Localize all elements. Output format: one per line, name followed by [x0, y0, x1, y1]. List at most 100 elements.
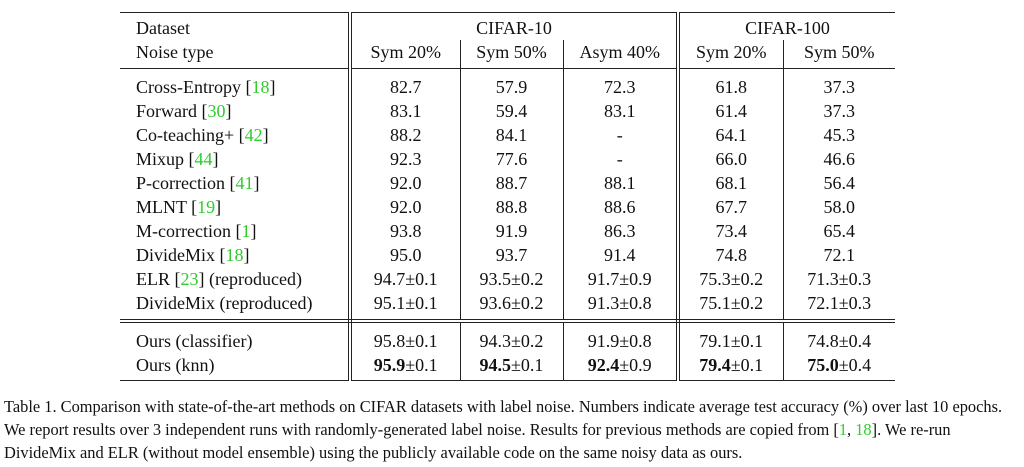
citation: 18 — [855, 420, 872, 439]
value-cell: 88.1 — [563, 171, 680, 195]
value-cell: 94.5±0.1 — [460, 353, 564, 381]
header-cell: CIFAR-100 — [678, 12, 895, 40]
text-segment: ] (reproduced) — [198, 269, 302, 289]
table-row: Cross-Entropy [18] 82.7 57.9 72.3 61.8 37.3 — [120, 68, 895, 99]
text-segment: ±0.1 — [405, 355, 438, 375]
text-segment: P-correction [ — [136, 173, 236, 193]
table-row: Forward [30] 83.1 59.4 83.1 61.4 37.3 — [120, 99, 895, 123]
citation: 23 — [180, 269, 199, 289]
value-cell: 93.6±0.2 — [460, 291, 564, 323]
value-cell: 82.7 — [350, 68, 461, 99]
text-segment: ] — [250, 221, 257, 241]
table-row: Ours (classifier) 95.8±0.1 94.3±0.2 91.9±0.… — [120, 321, 895, 353]
header-cell: CIFAR-10 — [350, 12, 680, 40]
table-row: Mixup [44] 92.3 77.6-66.0 46.6 — [120, 147, 895, 171]
value-cell: 84.1 — [460, 123, 564, 147]
value-cell: 83.1 — [563, 99, 680, 123]
text-segment: DivideMix (reproduced) — [136, 293, 313, 313]
method-cell: Cross-Entropy [18] — [120, 68, 352, 99]
value-cell: 72.3 — [563, 68, 680, 99]
value-cell: 94.7±0.1 — [350, 267, 461, 291]
method-cell: DivideMix (reproduced) — [120, 291, 352, 323]
citation: 1 — [241, 221, 251, 241]
text-segment: ±0.1 — [511, 355, 544, 375]
header-cell: Asym 40% — [563, 40, 680, 69]
text-segment: , — [847, 420, 856, 439]
method-cell: M-correction [1] — [120, 219, 352, 243]
value-cell: 74.8 — [678, 243, 784, 267]
text-segment: ] — [212, 149, 219, 169]
value-cell: 68.1 — [678, 171, 784, 195]
table-row: Ours (knn) 95.9±0.1 94.5±0.1 92.4±0.9 79.4±0… — [120, 353, 895, 381]
value-cell: 92.0 — [350, 171, 461, 195]
header-cell: Noise type — [120, 40, 352, 69]
value-cell: 88.2 — [350, 123, 461, 147]
table-row: DivideMix [18] 95.0 93.7 91.4 74.8 72.1 — [120, 243, 895, 267]
value-cell: - — [563, 147, 680, 171]
value-cell: 95.1±0.1 — [350, 291, 461, 323]
value-cell: 83.1 — [350, 99, 461, 123]
citation: 18 — [225, 245, 244, 265]
table-body: Dataset CIFAR-10 CIFAR-100 Noise type Sy… — [120, 12, 895, 381]
text-segment: 95.9 — [373, 355, 406, 375]
text-segment: 79.4 — [699, 355, 731, 375]
value-cell: 66.0 — [678, 147, 784, 171]
value-cell: 56.4 — [823, 173, 856, 193]
value-cell: 91.9 — [460, 219, 564, 243]
text-segment: ±0.1 — [730, 355, 764, 375]
value-cell: 75.1±0.2 — [678, 291, 784, 323]
value-cell: 88.8 — [460, 195, 564, 219]
text-segment: ] — [253, 173, 260, 193]
citation: 41 — [235, 173, 254, 193]
value-cell: 73.4 — [678, 219, 784, 243]
text-segment: 75.0 — [807, 355, 839, 375]
value-cell: 61.8 — [678, 68, 784, 99]
text-segment: MLNT [ — [136, 197, 198, 217]
text-segment: Cross-Entropy [ — [136, 77, 252, 97]
text-segment: Ours (knn) — [136, 355, 215, 375]
text-segment: Forward [ — [136, 101, 208, 121]
value-cell: 58.0 — [823, 197, 856, 217]
value-cell: 46.6 — [823, 149, 856, 169]
value-cell: 93.8 — [350, 219, 461, 243]
value-cell: 93.7 — [460, 243, 564, 267]
value-cell: 75.0±0.4 — [783, 353, 895, 381]
value-cell: 71.3±0.3 — [807, 269, 872, 289]
text-segment: ±0.9 — [619, 355, 652, 375]
header-cell: Sym 50% — [460, 40, 564, 69]
value-cell: 92.0 — [350, 195, 461, 219]
table-row: M-correction [1] 93.8 91.9 86.3 73.4 65.4 — [120, 219, 895, 243]
value-cell: 86.3 — [563, 219, 680, 243]
method-cell: P-correction [41] — [120, 171, 352, 195]
value-cell: - — [563, 123, 680, 147]
method-cell: Ours (knn) — [120, 353, 352, 381]
citation: 42 — [244, 125, 263, 145]
value-cell: 88.7 — [460, 171, 564, 195]
table-row: ELR [23] (reproduced) 94.7±0.1 93.5±0.2 91.… — [120, 267, 895, 291]
header-cell: Sym 20% — [678, 40, 784, 69]
method-cell: Forward [30] — [120, 99, 352, 123]
value-cell: 95.9±0.1 — [350, 353, 461, 381]
text-segment: Mixup [ — [136, 149, 195, 169]
citation: 30 — [207, 101, 226, 121]
value-cell: 74.8±0.4 — [807, 331, 872, 351]
text-segment: ELR [ — [136, 269, 181, 289]
value-cell: 72.1±0.3 — [783, 291, 895, 323]
header-cell: Dataset — [120, 12, 352, 40]
value-cell: 64.1 — [678, 123, 784, 147]
table-row: MLNT [19] 92.0 88.8 88.6 67.7 58.0 — [120, 195, 895, 219]
value-cell: 67.7 — [678, 195, 784, 219]
value-cell: 37.3 — [823, 77, 856, 97]
value-cell: 91.9±0.8 — [563, 321, 680, 353]
table-row: DivideMix (reproduced) 95.1±0.1 93.6±0.2 91… — [120, 291, 895, 323]
table-row: P-correction [41] 92.0 88.7 88.1 68.1 56.4 — [120, 171, 895, 195]
value-cell: 79.1±0.1 — [678, 321, 784, 353]
text-segment: ] — [243, 245, 250, 265]
text-segment: ]. We re-run DivideMix and ELR (without … — [4, 420, 951, 462]
text-segment: 94.5 — [479, 355, 512, 375]
method-cell: Ours (classifier) — [120, 321, 352, 353]
header-row: Dataset CIFAR-10 CIFAR-100 — [120, 12, 895, 40]
header-cell: Sym 50% — [783, 40, 895, 69]
